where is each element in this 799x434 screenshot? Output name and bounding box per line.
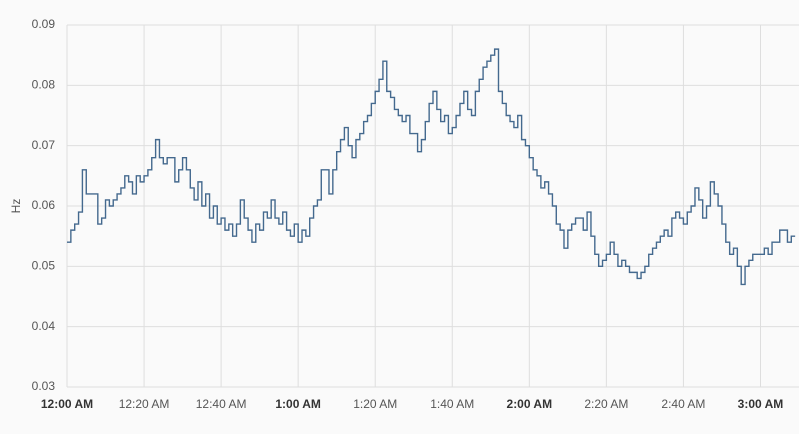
x-tick-label: 12:20 AM: [119, 397, 170, 411]
x-tick-label: 12:00 AM: [41, 397, 93, 411]
y-tick-label: 0.07: [32, 138, 56, 152]
x-tick-label: 2:40 AM: [661, 397, 705, 411]
y-tick-label: 0.05: [32, 259, 56, 273]
x-tick-label: 12:40 AM: [196, 397, 247, 411]
x-tick-label: 2:20 AM: [584, 397, 628, 411]
x-tick-label: 2:00 AM: [507, 397, 553, 411]
y-tick-label: 0.06: [32, 198, 56, 212]
x-tick-label: 1:00 AM: [275, 397, 321, 411]
data-line: [67, 48, 796, 286]
y-tick-label: 0.09: [32, 17, 56, 31]
y-axis-title: Hz: [9, 199, 23, 214]
x-tick-label: 1:40 AM: [430, 397, 474, 411]
x-tick-label: 3:00 AM: [738, 397, 784, 411]
y-tick-label: 0.08: [32, 78, 56, 92]
y-tick-label: 0.03: [32, 379, 56, 393]
y-tick-label: 0.04: [32, 319, 56, 333]
x-tick-label: 1:20 AM: [353, 397, 397, 411]
